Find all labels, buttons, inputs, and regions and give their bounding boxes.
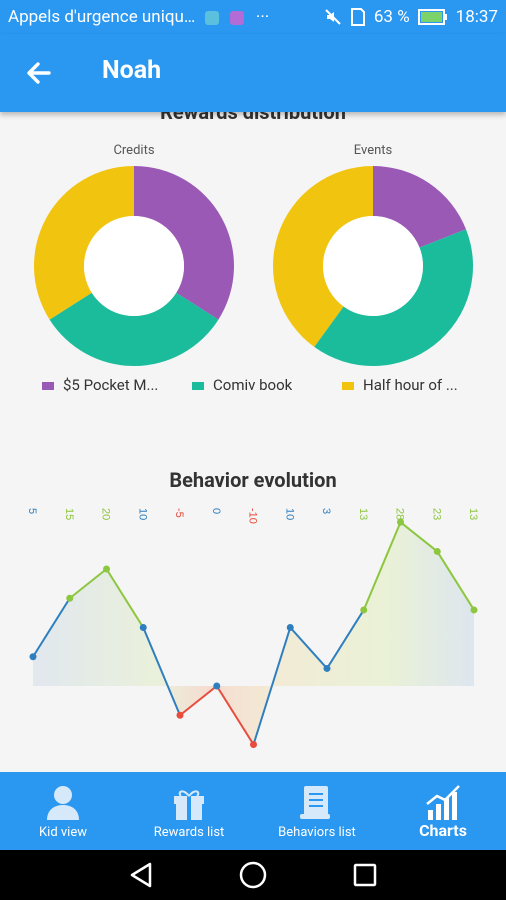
line-segment — [142, 627, 181, 716]
line-segment — [179, 685, 218, 717]
line-segment — [69, 568, 108, 600]
donut-hole — [323, 216, 423, 316]
status-left: Appels d'urgence uniqu… ··· — [8, 7, 269, 27]
data-label: -10 — [247, 508, 259, 524]
person-icon — [47, 786, 79, 820]
data-label: 23 — [430, 508, 442, 520]
mute-icon — [325, 9, 341, 25]
bottom-navigation: Kid view Rewards list Behaviors list Cha… — [0, 772, 506, 850]
data-point — [323, 664, 331, 672]
line-segment — [105, 568, 145, 629]
legend-swatch — [42, 382, 54, 391]
data-label: 15 — [63, 508, 75, 520]
behavior-section-title: Behavior evolution — [169, 468, 337, 492]
data-label: 28 — [394, 508, 406, 520]
data-label: 10 — [136, 508, 148, 520]
data-point — [176, 711, 184, 719]
data-label: 5 — [26, 508, 38, 514]
data-label: 13 — [357, 508, 369, 520]
line-area-fill — [33, 522, 474, 745]
rewards-section-title: Rewards distribution — [160, 112, 346, 124]
battery-icon — [417, 9, 447, 25]
donut-slice — [134, 166, 234, 320]
donut-hole — [84, 216, 184, 316]
status-right: 63 % 18:37 — [324, 7, 498, 27]
tab-rewards-list[interactable]: Rewards list — [126, 772, 252, 850]
tab-label: Kid view — [39, 825, 87, 840]
gift-icon — [174, 790, 204, 820]
tab-kid-view[interactable]: Kid view — [0, 772, 126, 850]
line-segment — [399, 521, 438, 553]
legend-item-half-hour: Half hour of ... — [342, 376, 458, 394]
tab-label: Charts — [419, 821, 467, 840]
app-notification-icon — [205, 10, 220, 25]
more-notifications-icon: ··· — [255, 7, 270, 27]
legend-label: Half hour of ... — [363, 376, 458, 394]
data-point — [360, 606, 368, 614]
rewards-donut-charts — [34, 166, 474, 367]
donut-slice — [49, 292, 219, 366]
data-point — [29, 653, 37, 661]
data-label: 10 — [283, 508, 295, 520]
data-label: -5 — [173, 508, 185, 518]
data-label: 0 — [210, 508, 222, 514]
data-point — [213, 682, 221, 690]
data-point — [286, 624, 294, 631]
line-segment — [289, 626, 328, 670]
data-point — [139, 624, 147, 631]
line-segment — [32, 597, 71, 658]
legend-swatch — [192, 382, 204, 391]
data-point — [103, 565, 110, 573]
scroll-icon — [300, 786, 330, 819]
donut-slice — [34, 166, 135, 320]
battery-percent: 63 % — [373, 7, 410, 27]
carrier-text: Appels d'urgence uniqu… — [8, 7, 196, 27]
legend-item-comic-book: Comiv book — [192, 376, 292, 394]
tab-label: Rewards list — [153, 825, 225, 840]
line-segment — [326, 609, 365, 669]
tab-label: Behaviors list — [278, 825, 356, 840]
data-point — [66, 594, 74, 602]
data-label: 13 — [467, 508, 479, 520]
app-bar: Noah — [0, 34, 506, 112]
chart-icon — [426, 785, 460, 820]
donut-slice — [314, 229, 474, 367]
data-label: 20 — [100, 508, 112, 520]
charts-content[interactable]: Rewards distribution Credits Events $5 P… — [0, 112, 506, 772]
data-point — [433, 547, 441, 555]
line-segment — [362, 521, 402, 611]
credits-chart-label: Credits — [113, 143, 155, 158]
data-point — [397, 518, 404, 526]
line-segment — [252, 627, 292, 745]
sim-icon — [350, 8, 365, 26]
legend-label: Comiv book — [213, 376, 293, 394]
legend-item-pocket-money: $5 Pocket M... — [42, 376, 158, 394]
data-point — [470, 606, 478, 614]
data-point — [250, 741, 257, 748]
clock: 18:37 — [455, 7, 498, 27]
behavior-line-chart: 5 15 20 10 -5 0 -10 10 3 13 28 23 13 — [26, 508, 479, 748]
page-title: Noah — [102, 56, 162, 85]
donut-slice — [272, 166, 373, 347]
tab-charts[interactable]: Charts — [380, 772, 506, 850]
system-navigation-bar — [0, 850, 506, 900]
legend-label: $5 Pocket M... — [63, 376, 159, 394]
donut-slice — [373, 166, 466, 248]
line-segment — [215, 685, 255, 746]
events-chart-label: Events — [353, 143, 393, 158]
tab-behaviors-list[interactable]: Behaviors list — [252, 772, 382, 850]
back-triangle-icon[interactable] — [124, 858, 158, 892]
line-segment — [436, 550, 475, 611]
legend-swatch — [342, 382, 354, 391]
data-label: 3 — [320, 508, 332, 514]
home-circle-icon[interactable] — [236, 858, 270, 892]
status-bar: Appels d'urgence uniqu… ··· 63 % 18:37 — [0, 0, 506, 34]
app-notification-icon — [229, 10, 244, 25]
back-arrow-icon[interactable] — [22, 56, 56, 90]
recents-square-icon[interactable] — [348, 858, 382, 892]
